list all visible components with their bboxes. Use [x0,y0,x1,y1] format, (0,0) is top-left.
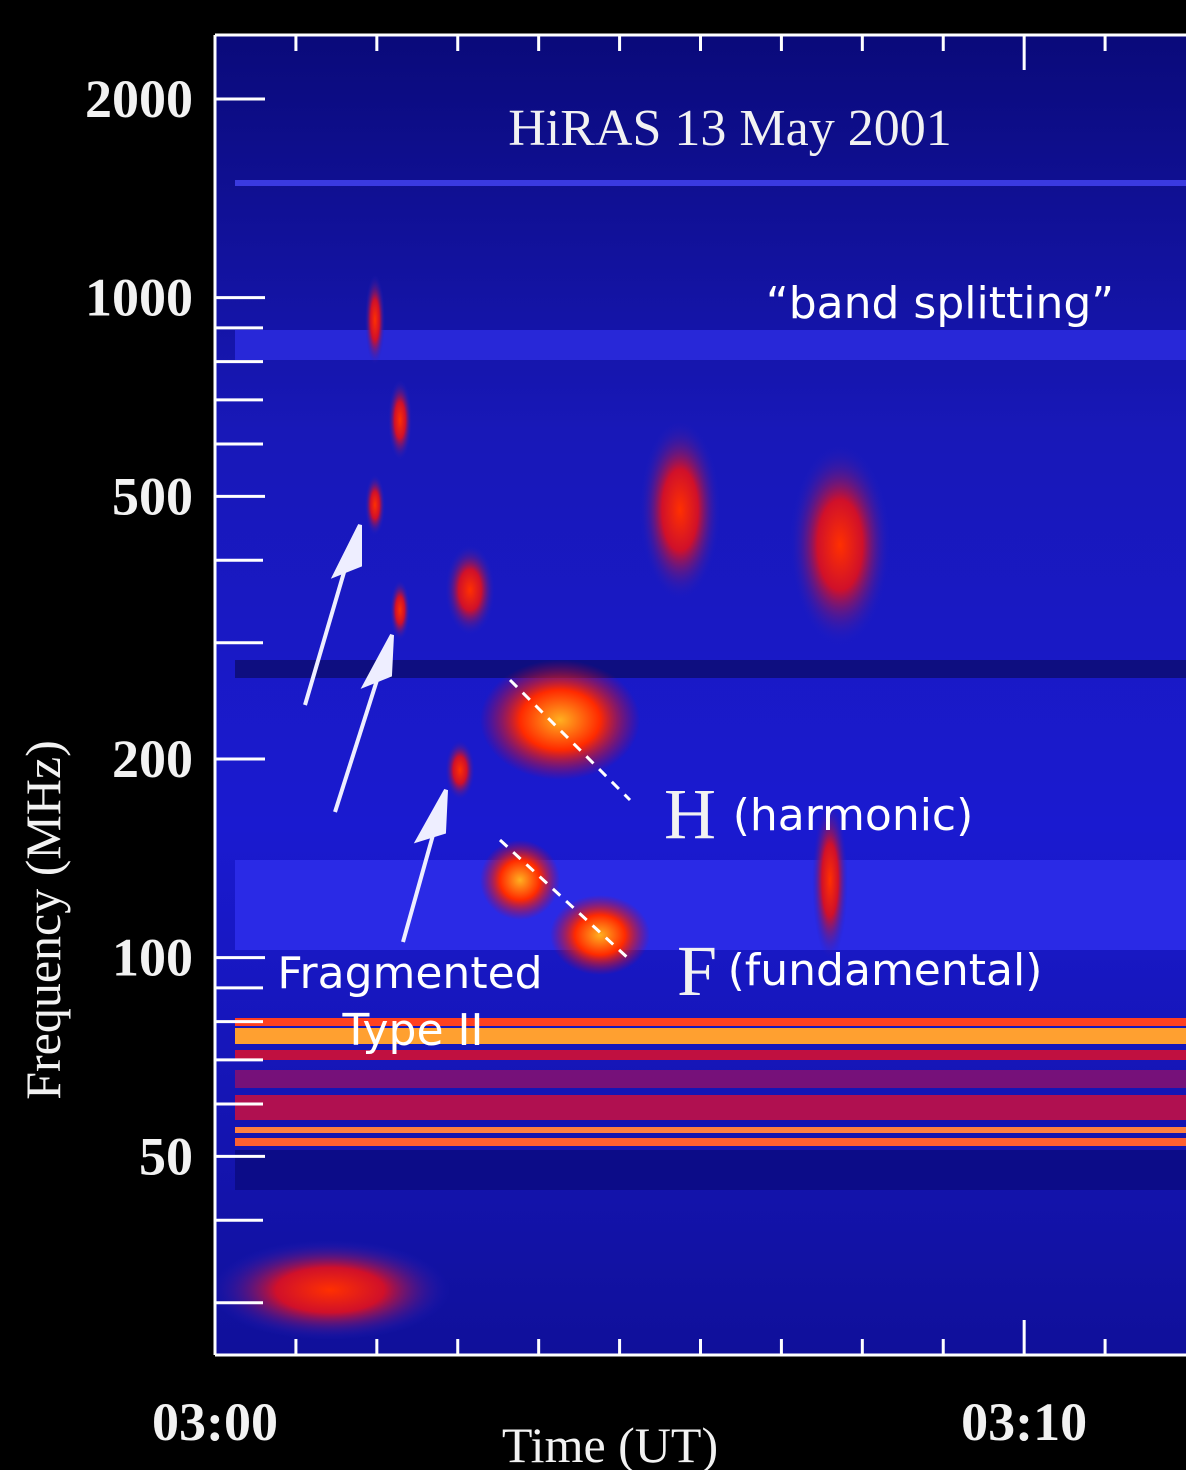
plot-area [215,35,1186,1355]
band [235,1028,1186,1044]
burst [480,840,560,920]
band [235,660,1186,678]
burst [445,545,495,635]
band [235,1127,1186,1133]
band [235,330,1186,360]
burst [365,275,385,365]
annotation: F [677,931,717,1011]
arrow-head [360,634,394,689]
y-tick-label: 500 [112,466,193,526]
y-tick-label: 2000 [85,69,193,129]
annotation: Type II [341,1005,483,1056]
annotation: Fragmented [277,948,542,999]
burst [365,475,385,535]
x-tick-label: 03:00 [152,1392,278,1452]
annotation: (fundamental) [728,945,1043,996]
y-tick-label: 50 [139,1126,193,1186]
spectrogram-image [210,35,1186,1355]
burst [390,580,410,640]
burst [480,660,640,780]
annotation: (harmonic) [733,790,974,841]
drift-line [498,838,632,962]
arrows [303,524,448,943]
arrow-head [413,789,448,844]
burst [812,800,848,960]
y-axis-label: Frequency (MHz) [15,740,71,1100]
band [235,1070,1186,1088]
band [235,1095,1186,1120]
band [235,1138,1186,1146]
annotation: “band splitting” [766,278,1114,329]
band [235,1050,1186,1060]
burst [388,380,412,460]
x-axis-label: Time (UT) [502,1417,718,1470]
burst [640,420,720,600]
burst [210,1240,450,1340]
band [235,1150,1186,1190]
y-tick-label: 200 [112,729,193,789]
burst [445,740,475,800]
y-tick-label: 100 [112,928,193,988]
burst [790,445,890,645]
band [235,1018,1186,1026]
chart-title: HiRAS 13 May 2001 [508,100,951,157]
band [235,860,1186,950]
x-tick-label: 03:10 [961,1392,1087,1452]
burst [550,895,650,975]
y-tick-label: 1000 [85,268,193,328]
arrow-head [330,524,362,579]
band [235,180,1186,186]
annotation: H [664,774,716,854]
